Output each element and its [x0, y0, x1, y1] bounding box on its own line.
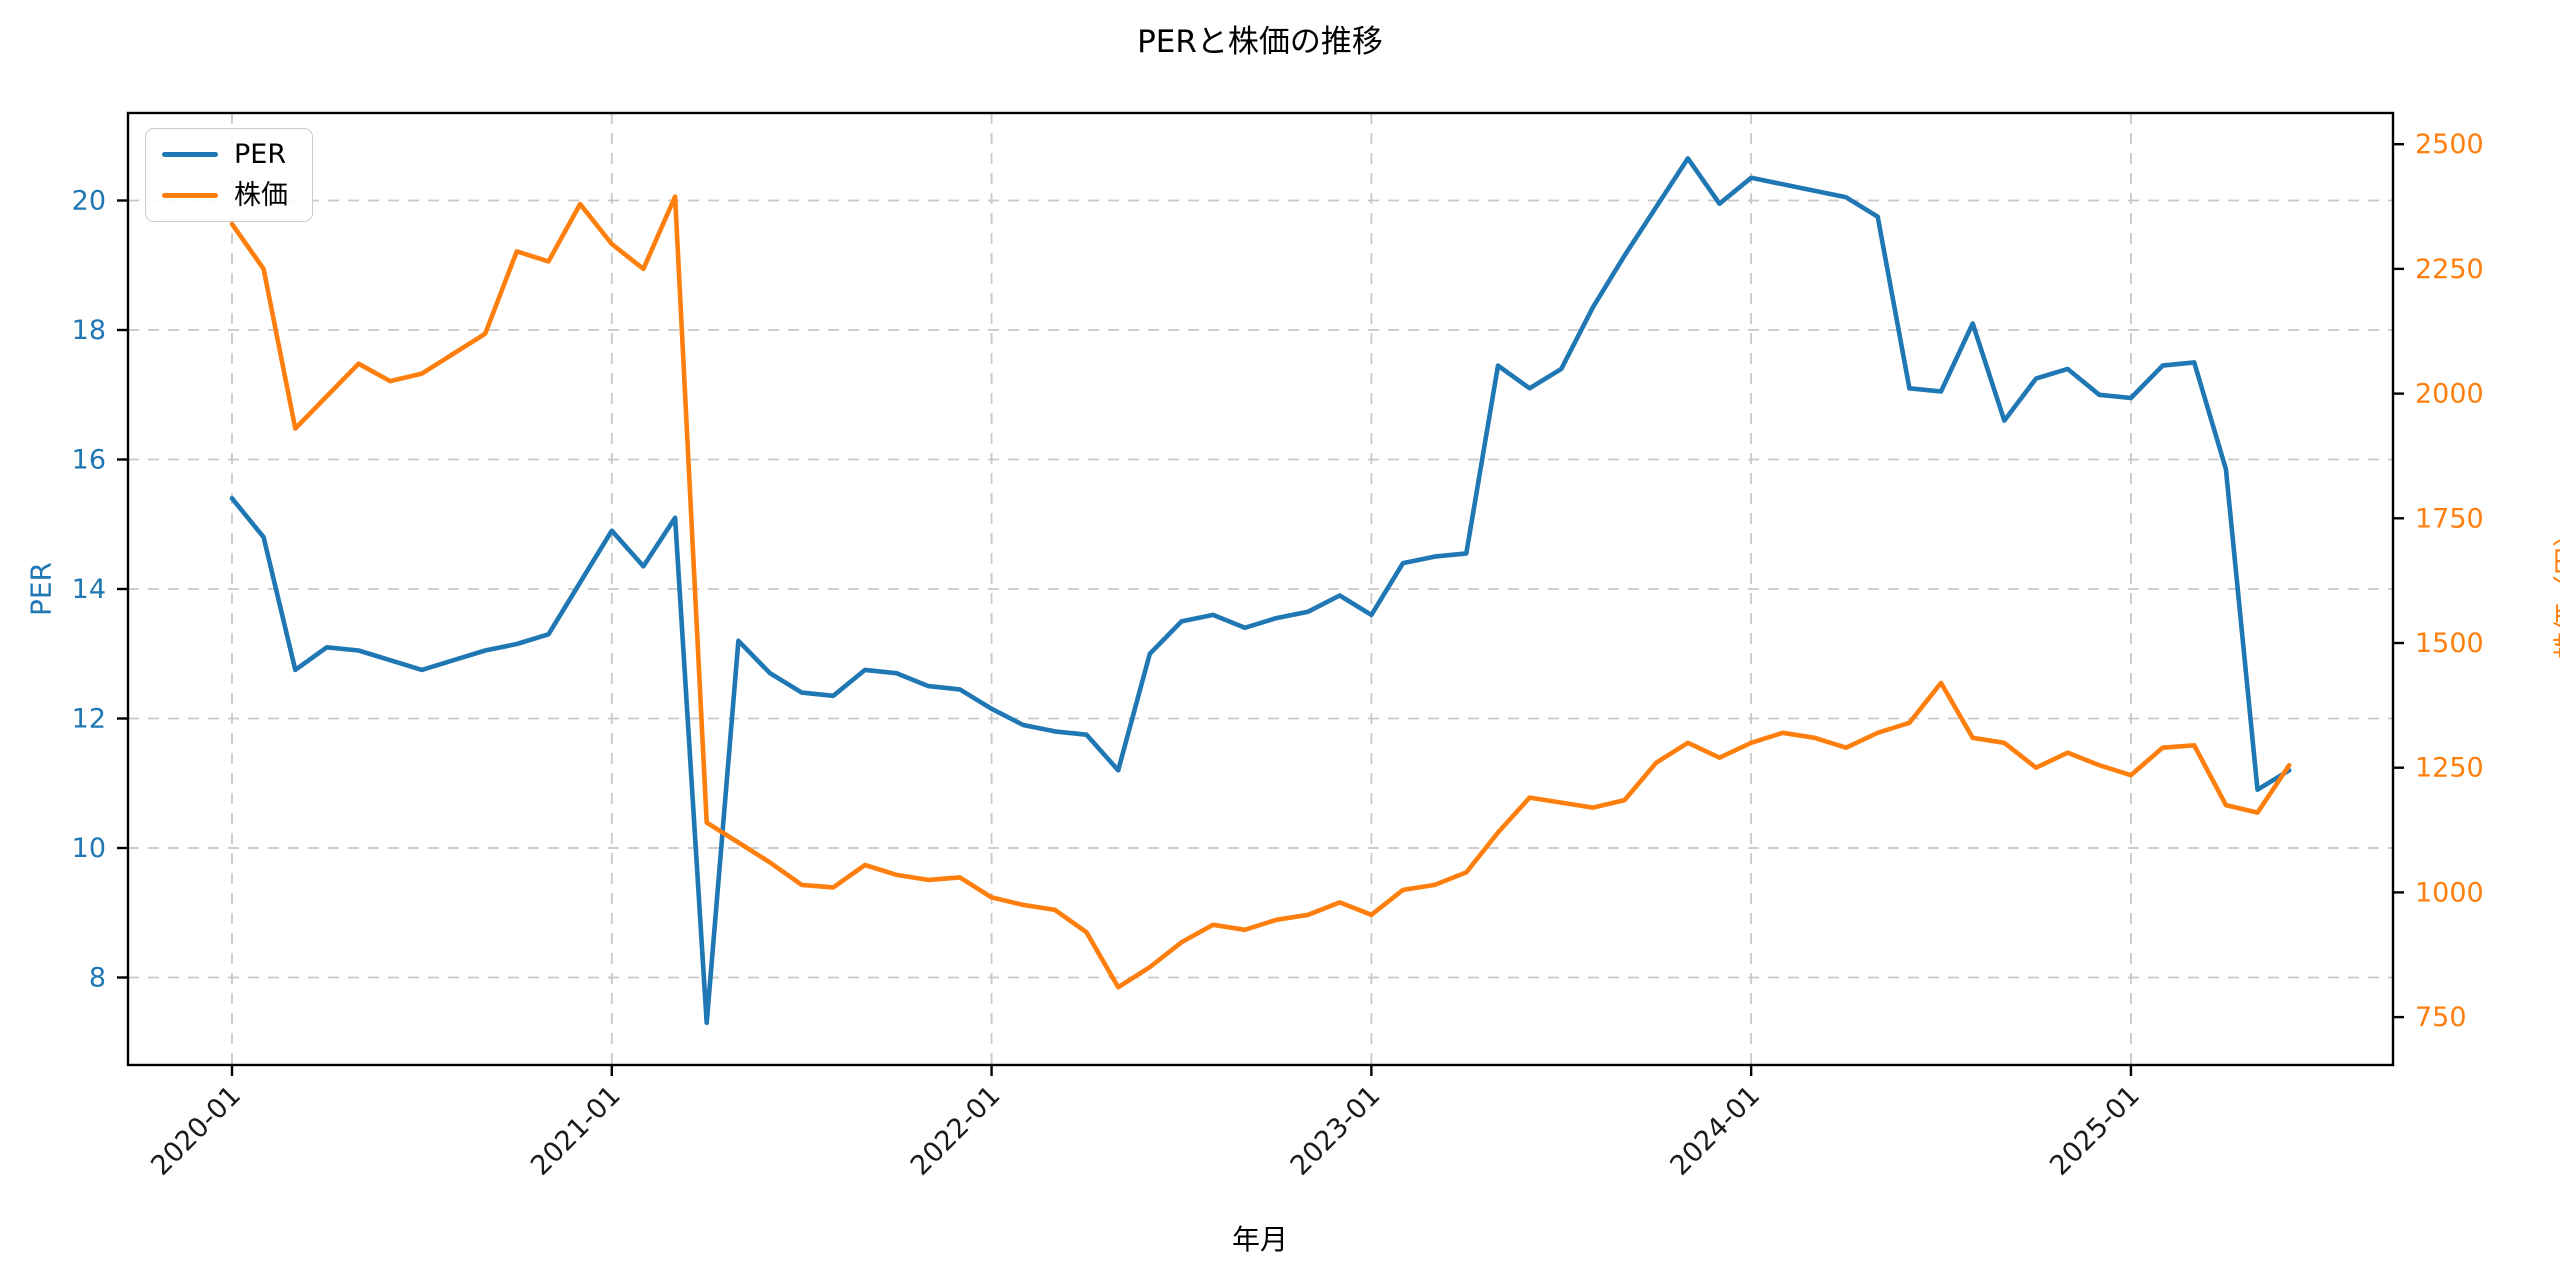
- y-tick-label-left: 18: [72, 315, 106, 346]
- grid: [128, 113, 2393, 1065]
- y-tick-label-right: 2500: [2415, 129, 2484, 160]
- y-tick-label-right: 1250: [2415, 753, 2484, 784]
- x-tick-label: 2024-01: [1664, 1080, 1766, 1182]
- y-tick-label-left: 10: [72, 833, 106, 864]
- y-axis-label-left: PER: [24, 561, 58, 617]
- x-axis-label: 年月: [1231, 1223, 1289, 1256]
- y-tick-label-left: 12: [72, 704, 106, 735]
- legend: PER 株価: [145, 128, 313, 222]
- price-line-sample: [162, 193, 218, 198]
- y-axis-right-ticks: 750 1000 1250 1500 1750 2000 2250 2500: [2393, 129, 2484, 1033]
- y-tick-label-right: 2000: [2415, 379, 2484, 410]
- legend-item-per: PER: [162, 141, 296, 168]
- y-axis-left-ticks: 8 10 12 14 16 18 20: [72, 186, 128, 994]
- series-line-per: [229, 156, 2292, 1026]
- x-tick-label: 2021-01: [525, 1080, 627, 1182]
- y-tick-label-left: 14: [72, 574, 106, 605]
- y-tick-label-left: 16: [72, 445, 106, 476]
- series-line-price: [229, 194, 2292, 990]
- legend-label-per: PER: [234, 139, 287, 170]
- x-tick-label: 2023-01: [1285, 1080, 1387, 1182]
- series: [229, 156, 2292, 1026]
- y-tick-label-right: 1750: [2415, 503, 2484, 534]
- y-tick-label-right: 750: [2415, 1002, 2467, 1033]
- x-tick-label: 2025-01: [2044, 1080, 2146, 1182]
- legend-label-price: 株価: [234, 180, 288, 211]
- y-tick-label-left: 8: [89, 963, 106, 994]
- per-line-sample: [162, 152, 218, 157]
- chart-title: PERと株価の推移: [1137, 24, 1383, 60]
- y-tick-label-right: 1500: [2415, 628, 2484, 659]
- y-tick-label-left: 20: [72, 186, 106, 217]
- y-tick-label-right: 1000: [2415, 877, 2484, 908]
- y-axis-label-right: 株価（円）: [2551, 518, 2560, 660]
- x-tick-label: 2022-01: [905, 1080, 1007, 1182]
- x-axis-ticks: 2020-01 2021-01 2022-01 2023-01 2024-01 2025-…: [145, 1065, 2146, 1182]
- legend-item-price: 株価: [162, 182, 296, 209]
- x-tick-label: 2020-01: [145, 1080, 247, 1182]
- y-tick-label-right: 2250: [2415, 254, 2484, 285]
